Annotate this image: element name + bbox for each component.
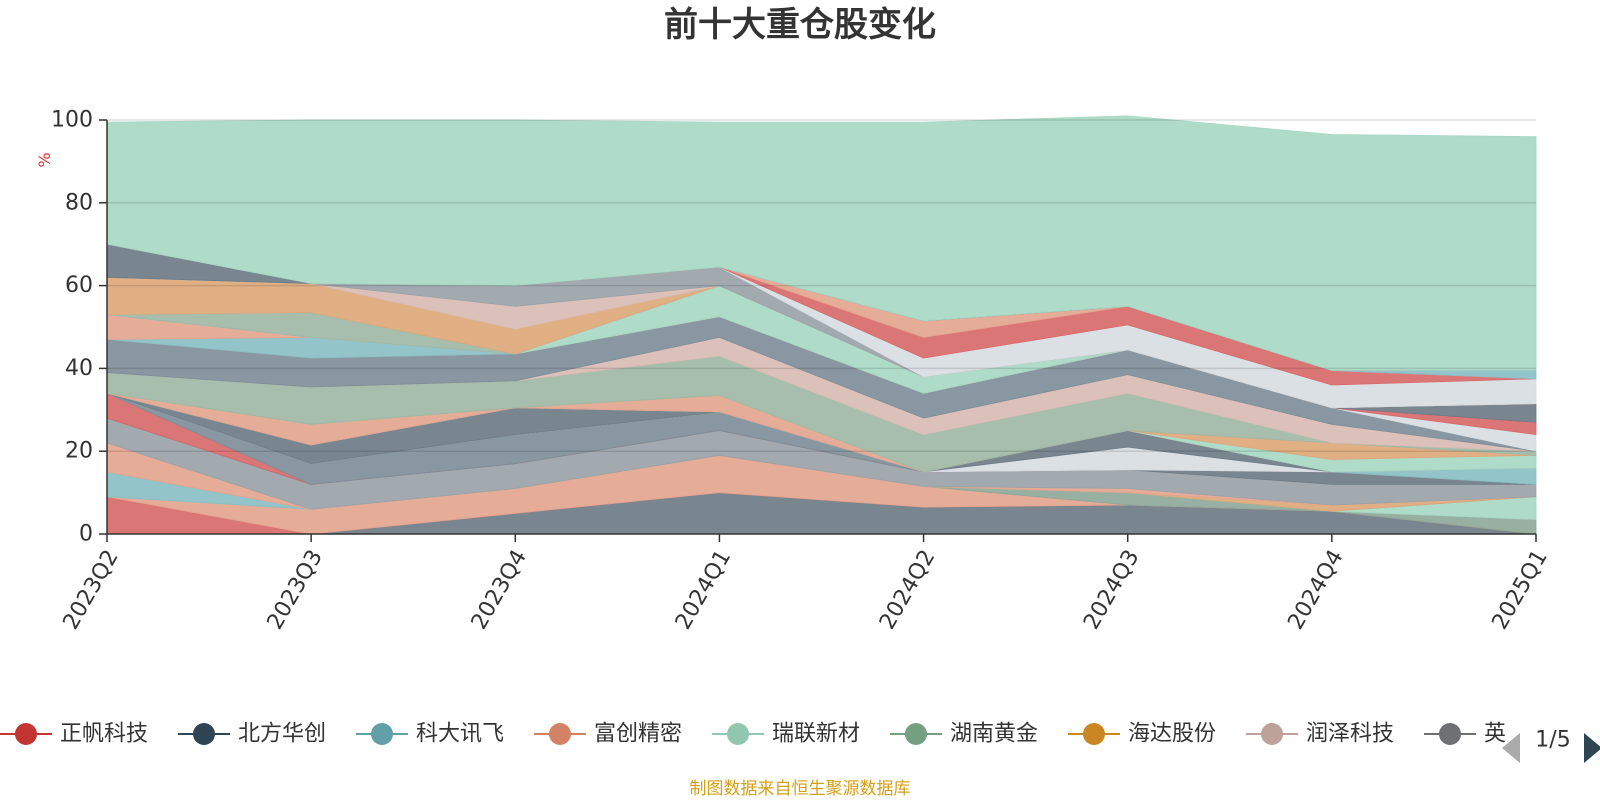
legend-label: 北方华创 <box>238 722 326 747</box>
x-tick-label: 2023Q4 <box>467 546 532 634</box>
legend-item[interactable]: 润泽科技 <box>1246 722 1394 747</box>
y-tick-label: 80 <box>65 190 93 215</box>
next-page-icon[interactable] <box>1584 733 1600 763</box>
x-tick-label: 2024Q2 <box>875 546 940 634</box>
legend-marker-icon <box>371 723 393 745</box>
x-tick-label: 2025Q1 <box>1488 546 1553 634</box>
legend-page-indicator: 1/5 <box>1535 728 1570 753</box>
legend-label: 正帆科技 <box>60 722 148 747</box>
x-tick-label: 2024Q4 <box>1283 546 1348 634</box>
legend-marker-icon <box>1083 723 1105 745</box>
legend-marker-icon <box>1261 723 1283 745</box>
y-tick-label: 40 <box>65 356 93 381</box>
y-tick-label: 20 <box>65 439 93 464</box>
plot-area: 0 20 40 60 80 100 2023Q2 2023Q3 2023Q4 2024Q1 2024… <box>51 108 1553 634</box>
legend-label: 科大讯飞 <box>416 722 504 747</box>
chart-title: 前十大重仓股变化 <box>664 5 936 45</box>
y-tick-label: 60 <box>65 273 93 298</box>
legend-item[interactable]: 海达股份 <box>1068 722 1216 747</box>
y-axis-unit: % <box>35 152 54 167</box>
grid-lines <box>107 119 1536 452</box>
legend-item[interactable]: 瑞联新材 <box>712 722 860 747</box>
y-tick-label: 0 <box>79 522 93 547</box>
legend-item[interactable]: 正帆科技 <box>0 722 148 747</box>
legend-item[interactable]: 科大讯飞 <box>356 722 504 747</box>
legend-marker-icon <box>193 723 215 745</box>
legend-item[interactable]: 北方华创 <box>178 722 326 747</box>
legend: 正帆科技 北方华创 科大讯飞 富创精密 瑞联新材 湖南黄金 海达股份 润泽科技 英 <box>0 722 1506 747</box>
legend-item[interactable]: 英 <box>1424 722 1506 747</box>
legend-label: 瑞联新材 <box>772 722 860 747</box>
legend-item[interactable]: 湖南黄金 <box>890 722 1038 747</box>
stacked-areas <box>106 115 1537 535</box>
x-tick-label: 2024Q1 <box>671 546 736 634</box>
legend-pager: 1/5 <box>1502 728 1600 763</box>
legend-marker-icon <box>727 723 749 745</box>
x-tick-label: 2023Q3 <box>263 546 328 634</box>
legend-marker-icon <box>905 723 927 745</box>
legend-label: 湖南黄金 <box>950 722 1038 747</box>
x-tick-label: 2024Q3 <box>1079 546 1144 634</box>
legend-label: 富创精密 <box>594 722 682 747</box>
legend-label: 海达股份 <box>1128 722 1216 747</box>
legend-label: 英 <box>1484 722 1506 747</box>
source-note: 制图数据来自恒生聚源数据库 <box>690 779 911 799</box>
legend-marker-icon <box>15 723 37 745</box>
legend-marker-icon <box>1439 723 1461 745</box>
y-tick-label: 100 <box>51 108 93 133</box>
prev-page-icon[interactable] <box>1502 733 1520 763</box>
area-series-36 <box>106 115 1537 371</box>
legend-marker-icon <box>549 723 571 745</box>
x-tick-label: 2023Q2 <box>59 546 124 634</box>
legend-item[interactable]: 富创精密 <box>534 722 682 747</box>
legend-label: 润泽科技 <box>1306 722 1394 747</box>
